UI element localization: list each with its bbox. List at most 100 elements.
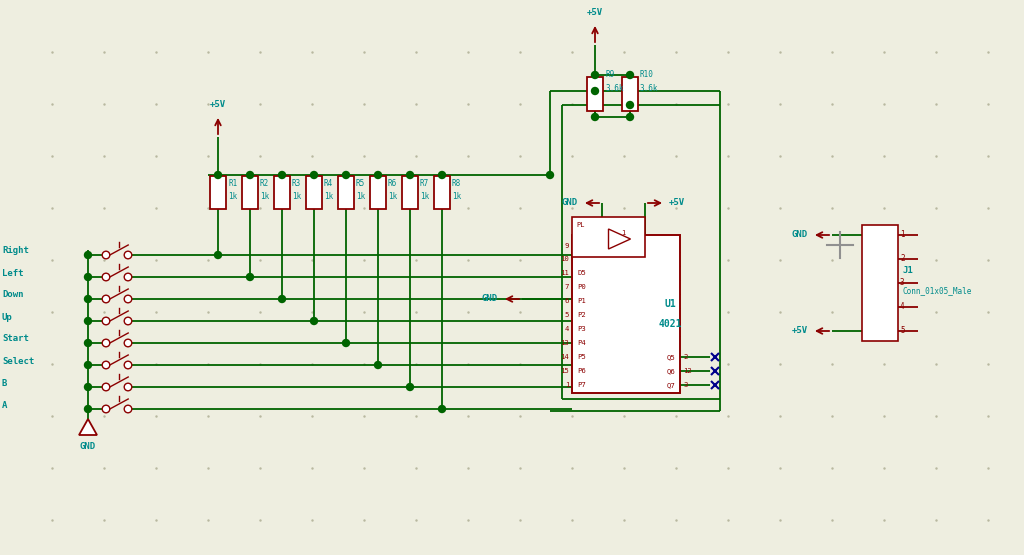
- Text: 1: 1: [900, 230, 904, 240]
- Text: D5: D5: [577, 270, 586, 276]
- Circle shape: [85, 361, 91, 369]
- Text: +5V: +5V: [210, 100, 226, 109]
- Text: 4: 4: [900, 302, 904, 311]
- Text: 1k: 1k: [228, 192, 238, 201]
- Text: Start: Start: [2, 335, 29, 344]
- Circle shape: [279, 171, 286, 179]
- Circle shape: [214, 251, 221, 259]
- Text: 7: 7: [564, 284, 569, 290]
- Text: Q7: Q7: [667, 382, 675, 388]
- Circle shape: [124, 317, 132, 325]
- Text: 13: 13: [560, 340, 569, 346]
- Text: R6: R6: [388, 179, 397, 188]
- Text: +5V: +5V: [587, 8, 603, 17]
- Text: 9: 9: [564, 243, 569, 249]
- Bar: [434, 176, 450, 209]
- Text: 4021: 4021: [658, 319, 682, 329]
- Bar: [402, 176, 418, 209]
- Text: 5: 5: [900, 326, 904, 336]
- Text: 1k: 1k: [452, 192, 461, 201]
- Text: 1k: 1k: [260, 192, 269, 201]
- Circle shape: [375, 361, 382, 369]
- Circle shape: [102, 251, 110, 259]
- Text: 12: 12: [683, 368, 692, 374]
- Text: Q6: Q6: [667, 368, 675, 374]
- Bar: [572, 217, 645, 257]
- Text: A: A: [2, 401, 7, 410]
- Text: 4: 4: [564, 326, 569, 332]
- Circle shape: [124, 295, 132, 303]
- Text: P2: P2: [577, 312, 586, 318]
- Text: 10: 10: [560, 256, 569, 262]
- Text: R9: R9: [605, 70, 614, 79]
- Circle shape: [247, 274, 254, 280]
- Circle shape: [592, 114, 598, 120]
- Text: R8: R8: [452, 179, 461, 188]
- Text: Conn_01x05_Male: Conn_01x05_Male: [902, 286, 972, 295]
- Text: B: B: [2, 379, 7, 387]
- Text: PL: PL: [575, 222, 585, 228]
- Circle shape: [592, 88, 598, 94]
- Circle shape: [407, 171, 414, 179]
- Circle shape: [627, 102, 634, 108]
- Circle shape: [85, 406, 91, 412]
- Circle shape: [310, 171, 317, 179]
- Text: P0: P0: [577, 284, 586, 290]
- Circle shape: [438, 171, 445, 179]
- Bar: [210, 176, 226, 209]
- Text: 1: 1: [622, 230, 626, 236]
- Text: R2: R2: [260, 179, 269, 188]
- Text: 6: 6: [564, 298, 569, 304]
- Text: J1: J1: [902, 266, 912, 275]
- Circle shape: [85, 251, 91, 259]
- Bar: [862, 225, 898, 341]
- Text: GND: GND: [482, 295, 498, 304]
- Circle shape: [102, 317, 110, 325]
- Circle shape: [247, 171, 254, 179]
- Circle shape: [124, 383, 132, 391]
- Text: P4: P4: [577, 340, 586, 346]
- Circle shape: [102, 361, 110, 369]
- Text: R5: R5: [356, 179, 366, 188]
- Bar: [622, 78, 638, 110]
- Text: 2: 2: [683, 354, 687, 360]
- Circle shape: [102, 339, 110, 347]
- Bar: [274, 176, 290, 209]
- Circle shape: [85, 317, 91, 325]
- Text: 3.6k: 3.6k: [605, 84, 624, 93]
- Circle shape: [102, 405, 110, 413]
- Text: 14: 14: [560, 354, 569, 360]
- Circle shape: [342, 340, 349, 346]
- Text: GND: GND: [80, 442, 96, 451]
- Text: P3: P3: [577, 326, 586, 332]
- Text: 1k: 1k: [356, 192, 366, 201]
- Circle shape: [124, 339, 132, 347]
- Text: 1k: 1k: [292, 192, 301, 201]
- Circle shape: [85, 274, 91, 280]
- Text: 1k: 1k: [420, 192, 429, 201]
- Bar: [572, 235, 680, 393]
- Text: 1k: 1k: [388, 192, 397, 201]
- Text: P1: P1: [577, 298, 586, 304]
- Text: P7: P7: [577, 382, 586, 388]
- Text: Q5: Q5: [667, 354, 675, 360]
- Circle shape: [102, 383, 110, 391]
- Bar: [338, 176, 354, 209]
- Text: R4: R4: [324, 179, 333, 188]
- Circle shape: [85, 384, 91, 391]
- Text: Up: Up: [2, 312, 12, 321]
- Circle shape: [547, 171, 554, 179]
- Circle shape: [124, 273, 132, 281]
- Bar: [306, 176, 322, 209]
- Circle shape: [592, 72, 598, 78]
- Text: GND: GND: [792, 230, 808, 240]
- Text: P5: P5: [577, 354, 586, 360]
- Text: 3: 3: [900, 279, 904, 287]
- Text: 15: 15: [560, 368, 569, 374]
- Text: R10: R10: [640, 70, 654, 79]
- Text: P6: P6: [577, 368, 586, 374]
- Text: 5: 5: [564, 312, 569, 318]
- Circle shape: [375, 171, 382, 179]
- Circle shape: [124, 361, 132, 369]
- Circle shape: [102, 273, 110, 281]
